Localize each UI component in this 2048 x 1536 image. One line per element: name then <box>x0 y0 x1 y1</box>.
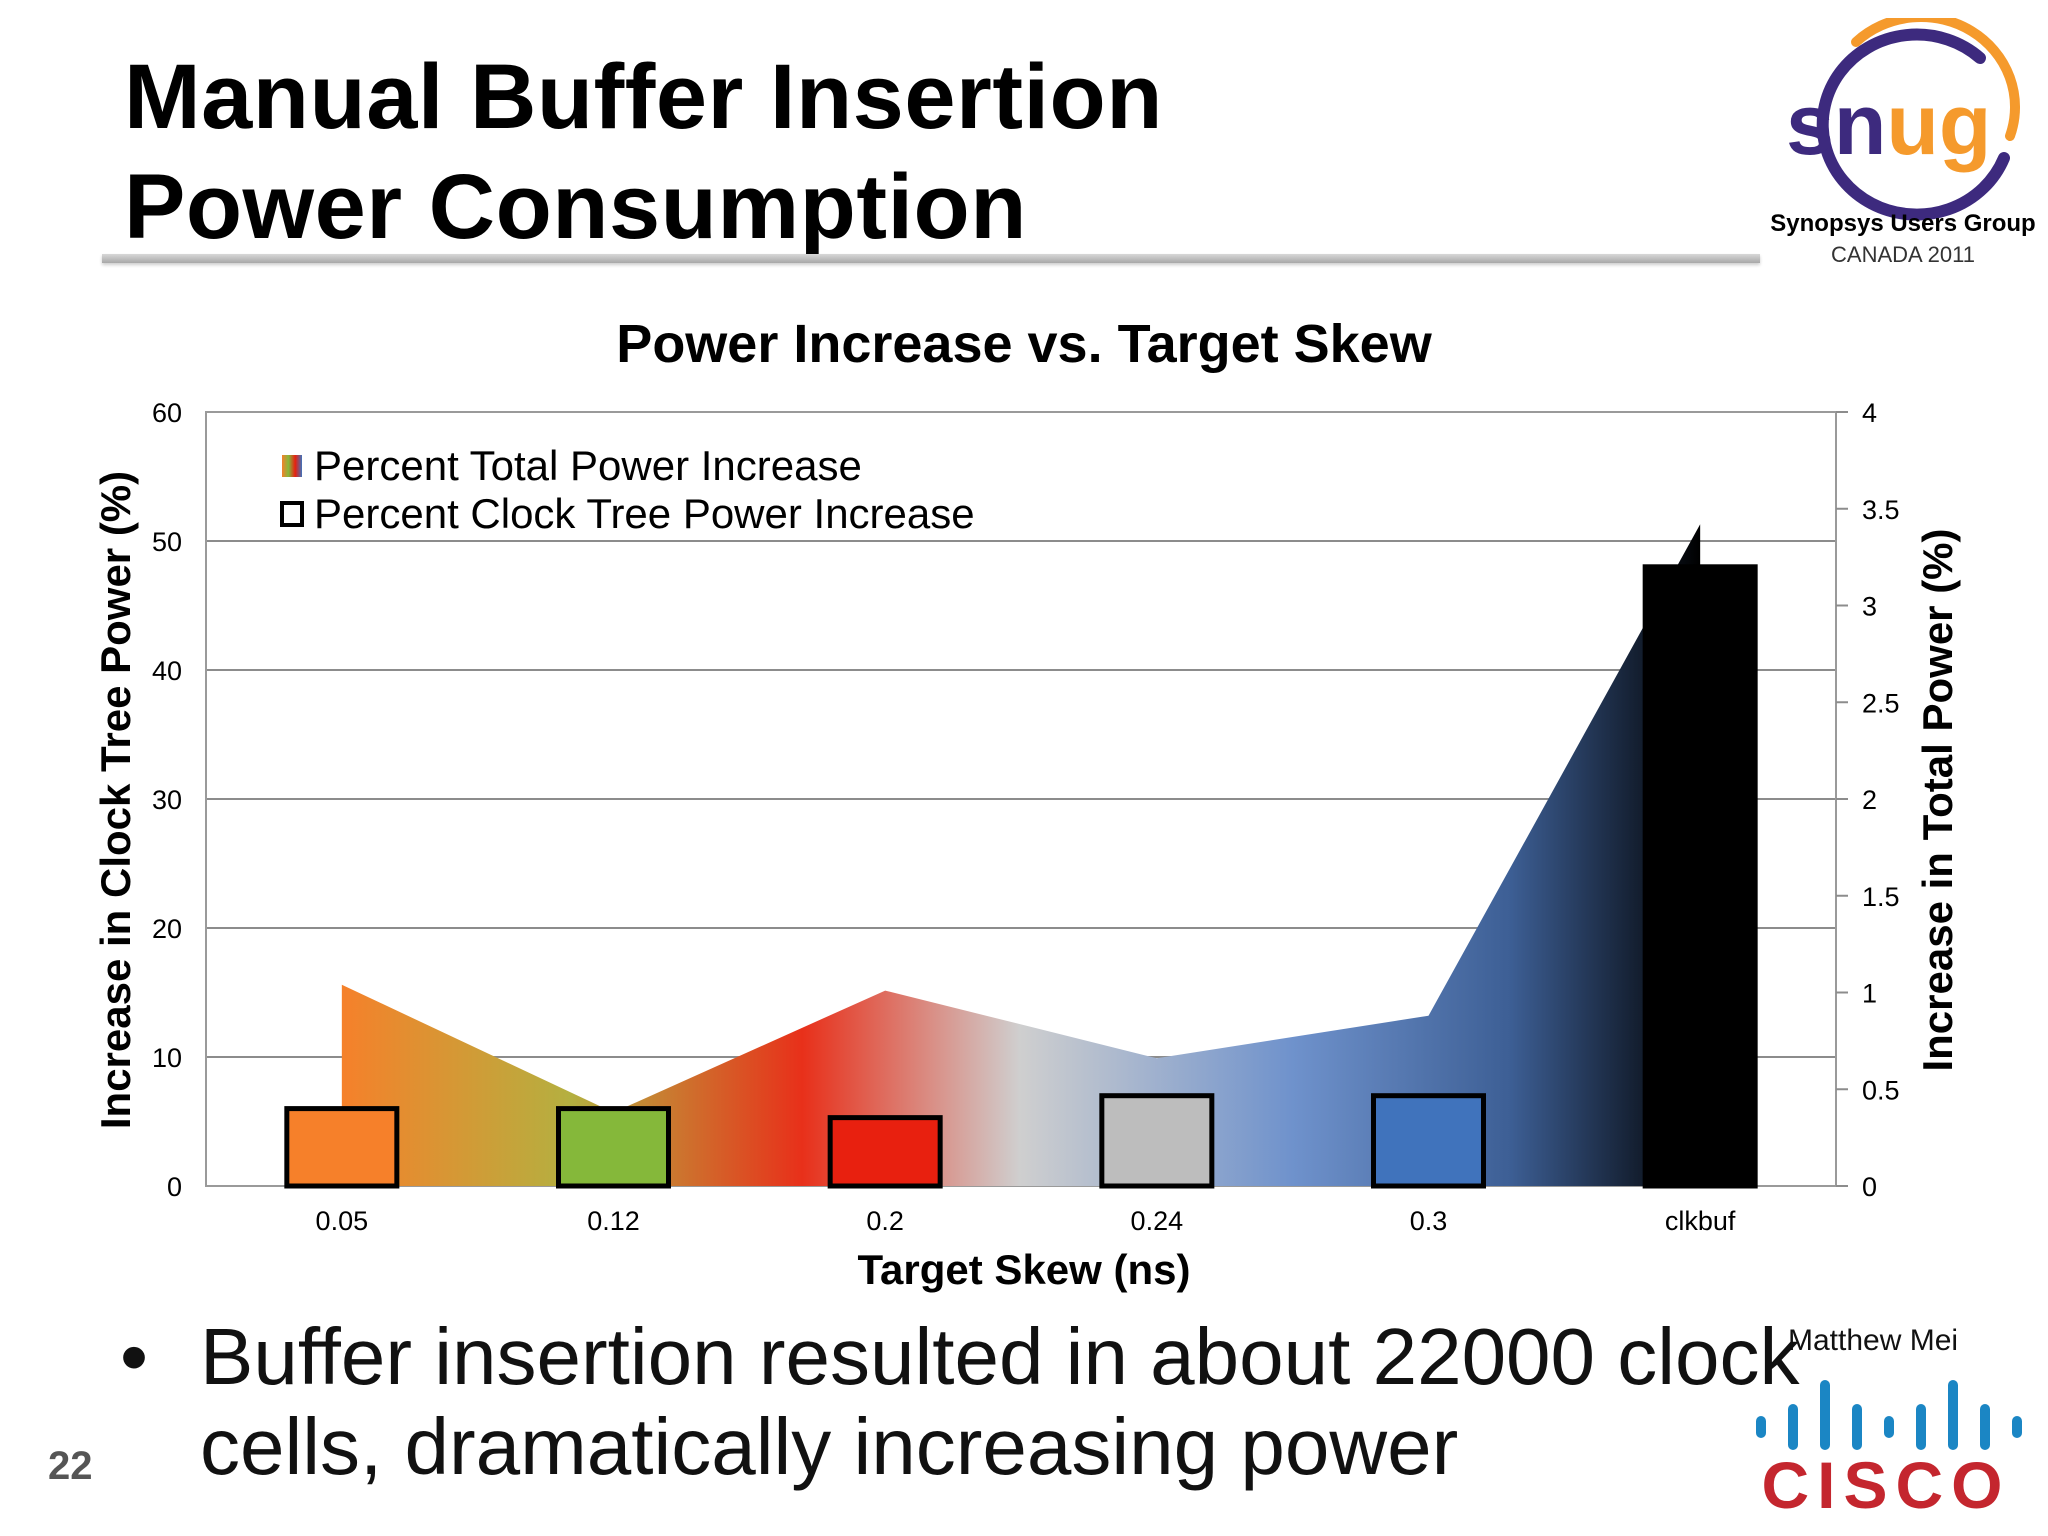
legend: Percent Total Power Increase Percent Clo… <box>280 442 975 537</box>
x-axis-label: Target Skew (ns) <box>858 1246 1191 1293</box>
y-left-tick-label: 10 <box>152 1043 182 1073</box>
y-right-tick-label: 3 <box>1862 592 1877 622</box>
bar-0.12 <box>556 1106 671 1189</box>
y-axis-right-label: Increase in Total Power (%) <box>1914 528 1961 1071</box>
y-right-tick-label: 2 <box>1862 785 1877 815</box>
legend-swatch-clock-tree-power <box>280 501 304 527</box>
bar-0.2 <box>827 1115 943 1189</box>
y-right-tick-label: 4 <box>1862 398 1877 428</box>
x-tick-label: clkbuf <box>1665 1206 1736 1236</box>
x-axis-ticks: 0.05 0.12 0.2 0.24 0.3 clkbuf <box>316 1206 1736 1236</box>
x-tick-label: 0.2 <box>866 1206 904 1236</box>
y-left-tick-label: 20 <box>152 914 182 944</box>
total-power-area <box>341 524 1701 1186</box>
y-left-tick-label: 40 <box>152 656 182 686</box>
cisco-wordmark: CISCO <box>1761 1448 2010 1512</box>
y-right-tick-label: 0.5 <box>1862 1075 1900 1105</box>
y-left-tick-label: 50 <box>152 527 182 557</box>
snug-logo-purple-ring <box>1816 28 2010 221</box>
legend-label-clock-tree-power: Percent Clock Tree Power Increase <box>314 490 975 537</box>
slide-title-line-1: Manual Buffer Insertion <box>124 46 1163 148</box>
y-left-tick-label: 60 <box>152 398 182 428</box>
x-tick-label: 0.12 <box>587 1206 640 1236</box>
author-name: Matthew Mei <box>1788 1324 1959 1357</box>
snug-logo-orange-ring <box>1851 18 2020 141</box>
snug-tagline: Synopsys Users Group <box>1770 210 2036 237</box>
clock-tree-power-bars <box>284 564 1758 1189</box>
snug-wordmark: snug <box>1786 77 1991 173</box>
bullet-marker: • <box>120 1312 149 1401</box>
x-tick-label: 0.05 <box>316 1206 369 1236</box>
bullet-text: Buffer insertion resulted in about 22000… <box>200 1312 1800 1491</box>
bar-0.24 <box>1099 1093 1215 1189</box>
x-tick-label: 0.24 <box>1131 1206 1184 1236</box>
y-right-tick-label: 1.5 <box>1862 882 1900 912</box>
y-axis-left-ticks: 0 10 20 30 40 50 60 <box>152 398 182 1202</box>
y-right-tick-label: 1 <box>1862 979 1877 1009</box>
y-axis-left-label: Increase in Clock Tree Power (%) <box>92 471 139 1129</box>
bar-clkbuf <box>1642 564 1758 1189</box>
y-right-tick-label: 0 <box>1862 1172 1877 1202</box>
y-left-tick-label: 30 <box>152 785 182 815</box>
bar-0.3 <box>1371 1093 1486 1189</box>
snug-logo: snug <box>1786 18 2020 221</box>
legend-label-total-power: Percent Total Power Increase <box>314 442 862 489</box>
snug-subtitle: CANADA 2011 <box>1831 242 1975 267</box>
y-right-tick-label: 3.5 <box>1862 495 1900 525</box>
y-axis-right-ticks: 0 0.5 1 1.5 2 2.5 3 3.5 4 <box>1836 398 1900 1202</box>
cisco-logo: CISCO <box>1756 1380 2022 1512</box>
slide-title-line-2: Power Consumption <box>124 156 1027 259</box>
page-number: 22 <box>48 1444 93 1488</box>
cisco-logo-bars <box>1756 1380 2022 1450</box>
legend-swatch-total-power <box>282 455 302 477</box>
x-tick-label: 0.3 <box>1410 1206 1448 1236</box>
slide-title: Manual Buffer Insertion Power Consumptio… <box>124 42 1163 263</box>
title-divider <box>102 254 1760 263</box>
chart-title: Power Increase vs. Target Skew <box>616 314 1432 374</box>
y-right-tick-label: 2.5 <box>1862 688 1900 718</box>
bar-0.05 <box>284 1106 400 1189</box>
y-left-tick-label: 0 <box>167 1172 182 1202</box>
